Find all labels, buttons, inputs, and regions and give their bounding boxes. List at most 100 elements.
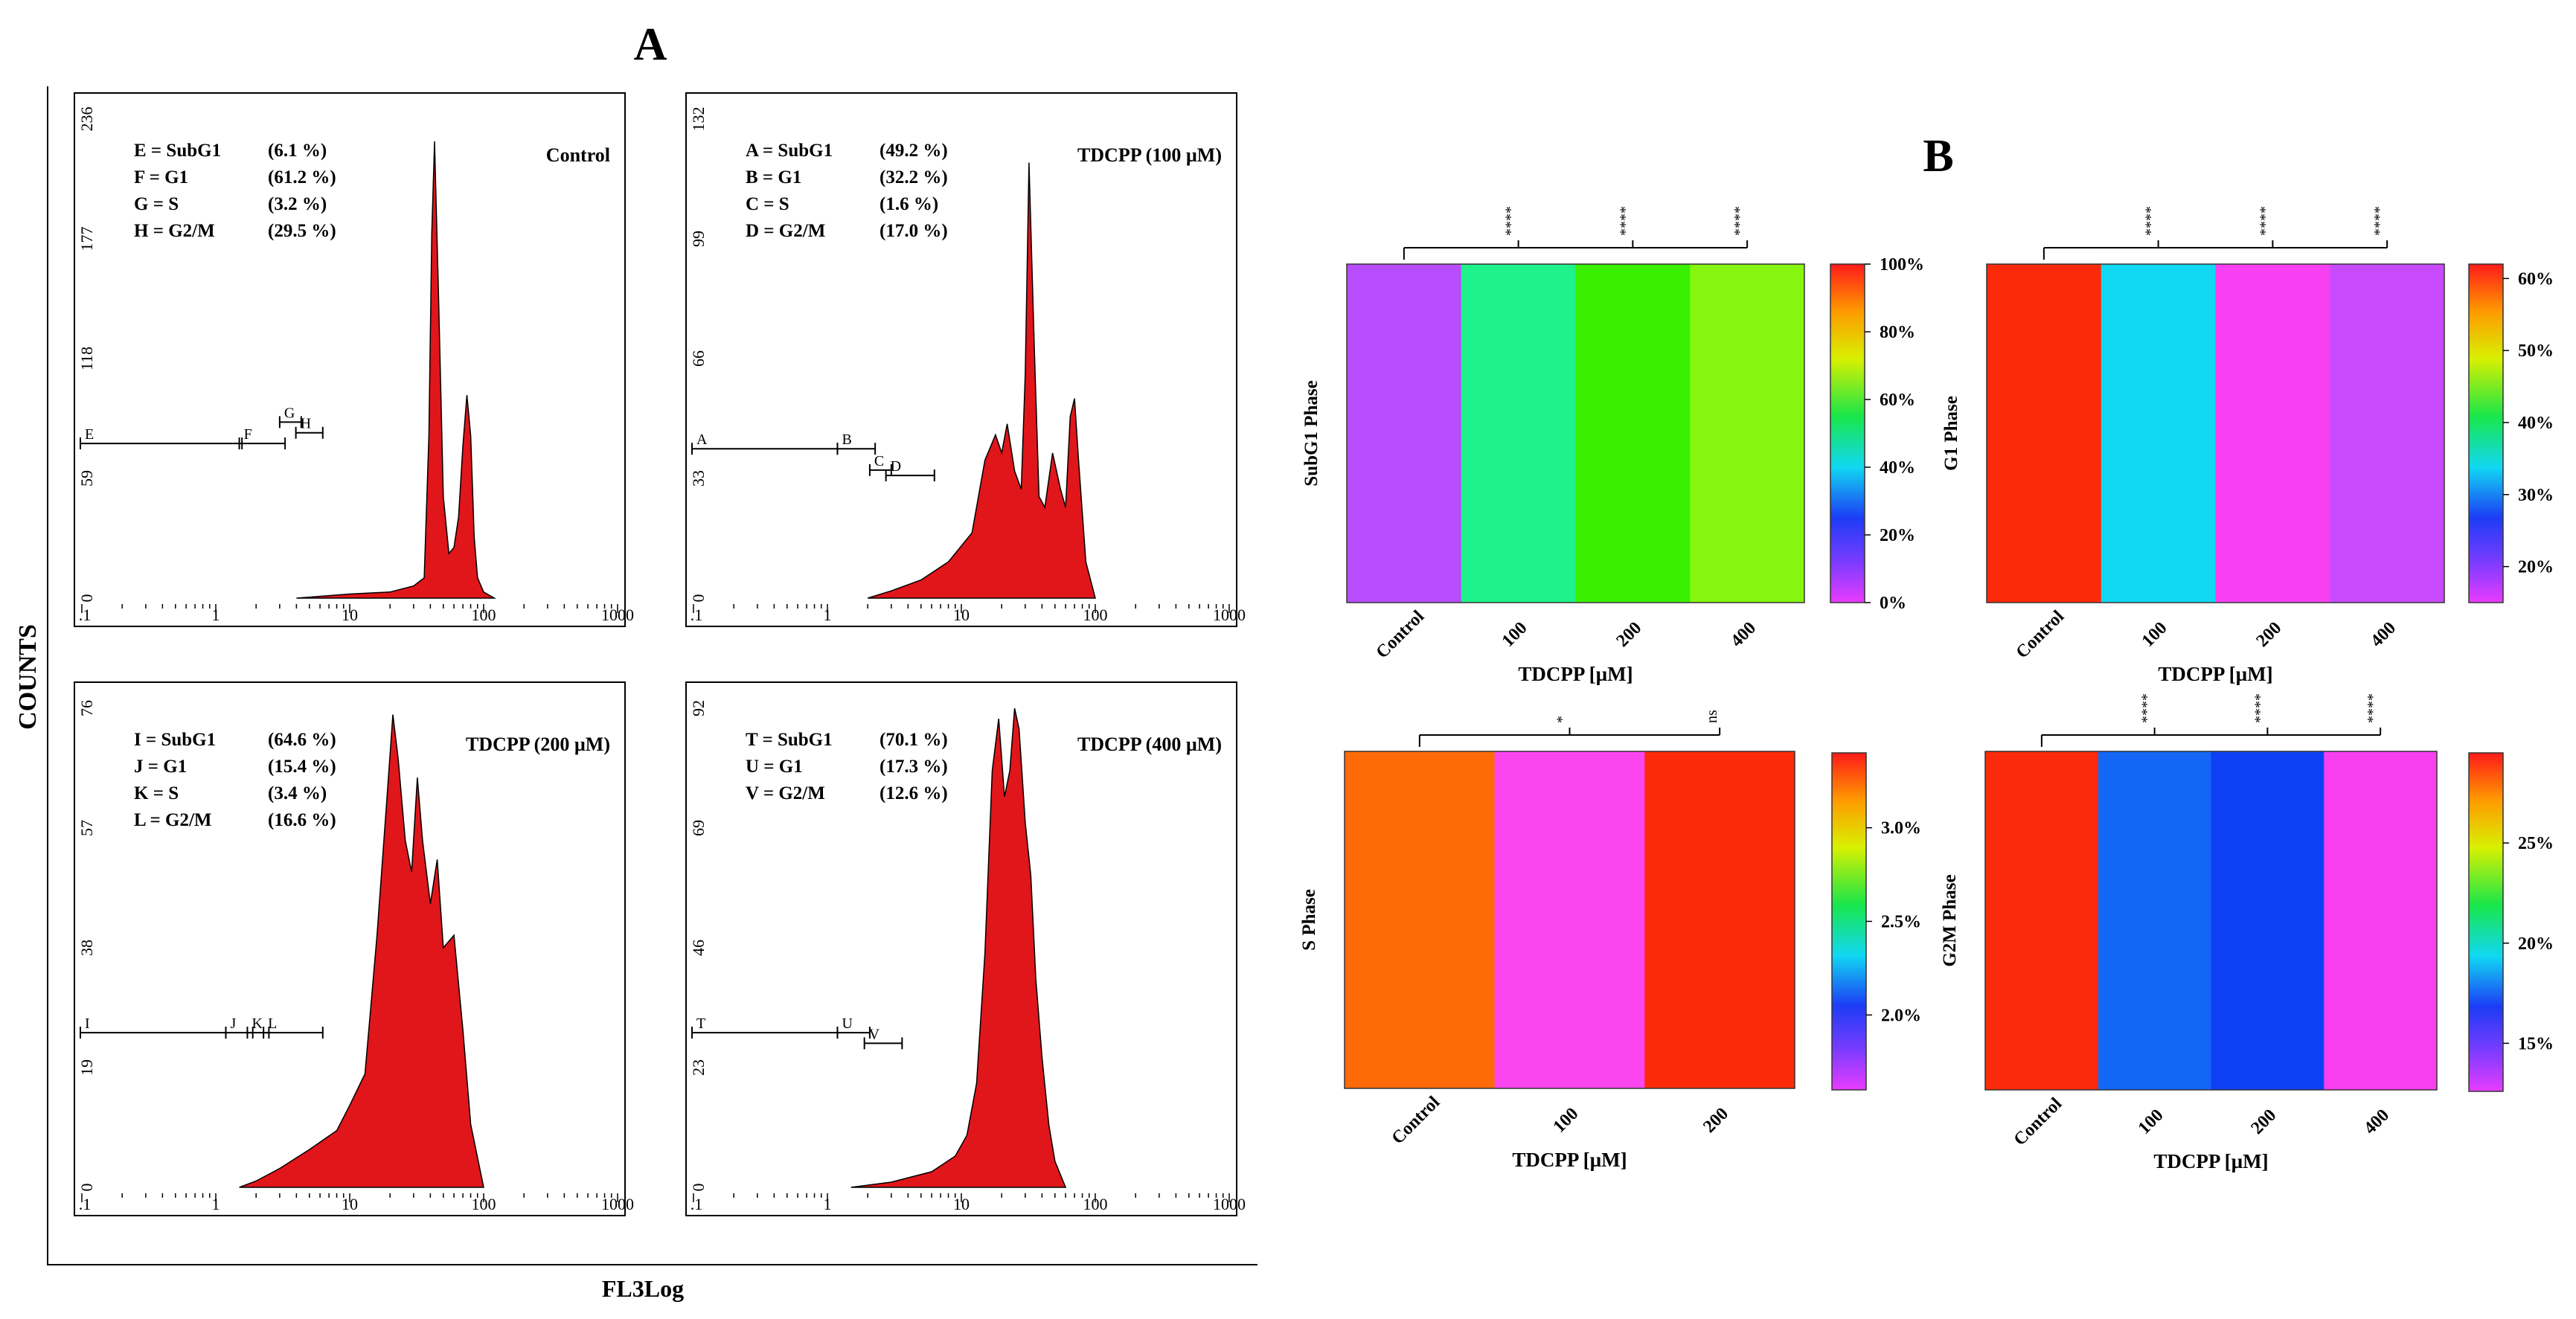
y-tick-label: 118 [77,347,96,370]
colorbar-tick-label: 30% [2518,486,2554,505]
gate-marker: L [268,1015,277,1032]
category-label: 200 [1699,1104,1732,1137]
category-label: 100 [2135,1105,2168,1138]
significance-label: **** [2143,206,2159,236]
heatmap-frame [1986,263,2445,603]
stat-value: (16.6 %) [268,810,336,830]
x-tick-label: 1000 [601,606,634,624]
histogram-title: Control [546,144,610,166]
stat-label: U = G1 [746,757,803,777]
heatmap-cell [1690,264,1805,603]
gate-marker: A [696,431,708,448]
x-tick-label: 100 [472,606,496,624]
x-tick-label: 100 [1083,606,1108,624]
category-label: 400 [2360,1105,2393,1138]
stat-label: I = SubG1 [134,730,216,750]
x-tick-label: 10 [342,606,358,624]
colorbar-tick-label: 40% [2518,414,2554,433]
stat-value: (3.2 %) [268,194,327,214]
heatmap-xlabel: TDCPP [µM] [1512,1149,1627,1171]
y-tick-label: 66 [689,350,708,367]
panel-label-b: B [1923,131,1953,182]
heatmap-panel: Control 100 200 TDCPP [µM] S Phase * ns 2.0% 2.5… [1299,710,1921,1171]
panel-label-a: A [634,19,667,70]
plot-frame [685,92,1237,627]
stat-value: (64.6 %) [268,730,336,750]
x-tick-label: 10 [953,1195,970,1213]
y-tick-label: 0 [77,594,96,603]
y-tick-label: 0 [689,1184,708,1192]
histogram-panel: .1 1 10 100 1000 0 59 118 177 236 E = SubG1 (6.1 %)… [74,92,634,627]
gate-marker: G [284,405,295,421]
stat-label: E = SubG1 [134,141,221,161]
category-label: 200 [2248,1105,2281,1138]
y-tick-label: 33 [689,470,708,487]
x-tick-label: 1 [824,606,832,624]
heatmap-cell [2098,751,2211,1090]
x-tick-label: .1 [691,1195,703,1213]
y-tick-label: 132 [689,107,708,132]
y-tick-label: 57 [77,820,96,836]
gate-marker: D [891,458,901,475]
gate-marker: K [251,1015,263,1032]
y-tick-label: 236 [77,107,96,132]
counts-axis-label: COUNTS [14,624,42,730]
stat-value: (17.0 %) [880,221,948,241]
stat-label: T = SubG1 [746,730,833,750]
heatmap-cell [1345,751,1496,1088]
heatmap-ylabel: S Phase [1299,889,1319,951]
histogram-area [296,141,497,599]
heatmap-cell [1644,751,1795,1088]
y-tick-label: 38 [77,940,96,956]
category-label: 200 [2253,618,2286,651]
gate-marker: E [85,426,94,443]
heatmap-panel: Control 100 200 400 TDCPP [µM] G1 Phase **** **… [1941,206,2554,685]
x-tick-label: 10 [342,1195,358,1213]
colorbar-tick-label: 0% [1880,594,1906,613]
significance-label: * [1554,716,1571,723]
x-tick-label: 1000 [601,1195,634,1213]
histogram-area [867,162,1096,599]
heatmap-cell [2324,751,2438,1090]
stat-label: L = G2/M [134,810,212,830]
gate-marker: B [842,431,851,448]
stat-value: (15.4 %) [268,757,336,777]
plot-frame [685,681,1237,1216]
y-tick-label: 76 [77,700,96,716]
histogram-panel: .1 1 10 100 1000 0 33 66 99 132 A = SubG1 (49.2 %) B… [685,92,1246,627]
x-tick-label: .1 [79,1195,92,1213]
heatmap-cell [2215,264,2330,603]
category-label: Control [2013,606,2069,662]
category-label: Control [2011,1094,2066,1149]
histogram-panel: .1 1 10 100 1000 0 23 46 69 92 T = SubG1 (70.1 %) U … [685,681,1246,1216]
stat-label: D = G2/M [746,221,825,241]
figure-a-frame [47,86,1257,1265]
significance-label: **** [1731,206,1748,236]
significance-label: **** [2371,206,2388,236]
gate-marker: H [301,416,311,432]
category-label: 400 [1727,618,1760,651]
x-tick-label: 1 [212,1195,220,1213]
gate-marker: V [869,1026,880,1042]
colorbar-tick-label: 25% [2518,834,2554,853]
colorbar-tick-label: 40% [1880,458,1915,478]
gate-marker: I [85,1015,90,1032]
stat-label: J = G1 [134,757,187,777]
colorbar-tick-label: 60% [2518,269,2554,289]
gate-marker: U [842,1015,853,1032]
stat-value: (3.4 %) [268,783,327,803]
heatmap-xlabel: TDCPP [µM] [1518,663,1633,685]
stat-label: F = G1 [134,167,188,187]
heatmap-frame [1984,751,2438,1091]
stat-value: (6.1 %) [268,141,327,161]
colorbar-tick-label: 60% [1880,391,1915,410]
heatmap-ylabel: G2M Phase [1940,874,1960,966]
gate-marker: J [230,1015,236,1032]
x-tick-label: 1000 [1213,1195,1246,1213]
category-label: 100 [1499,618,1531,651]
significance-label: **** [2252,693,2268,723]
heatmap-xlabel: TDCPP [µM] [2153,1150,2268,1172]
significance-label: ns [1704,710,1720,723]
